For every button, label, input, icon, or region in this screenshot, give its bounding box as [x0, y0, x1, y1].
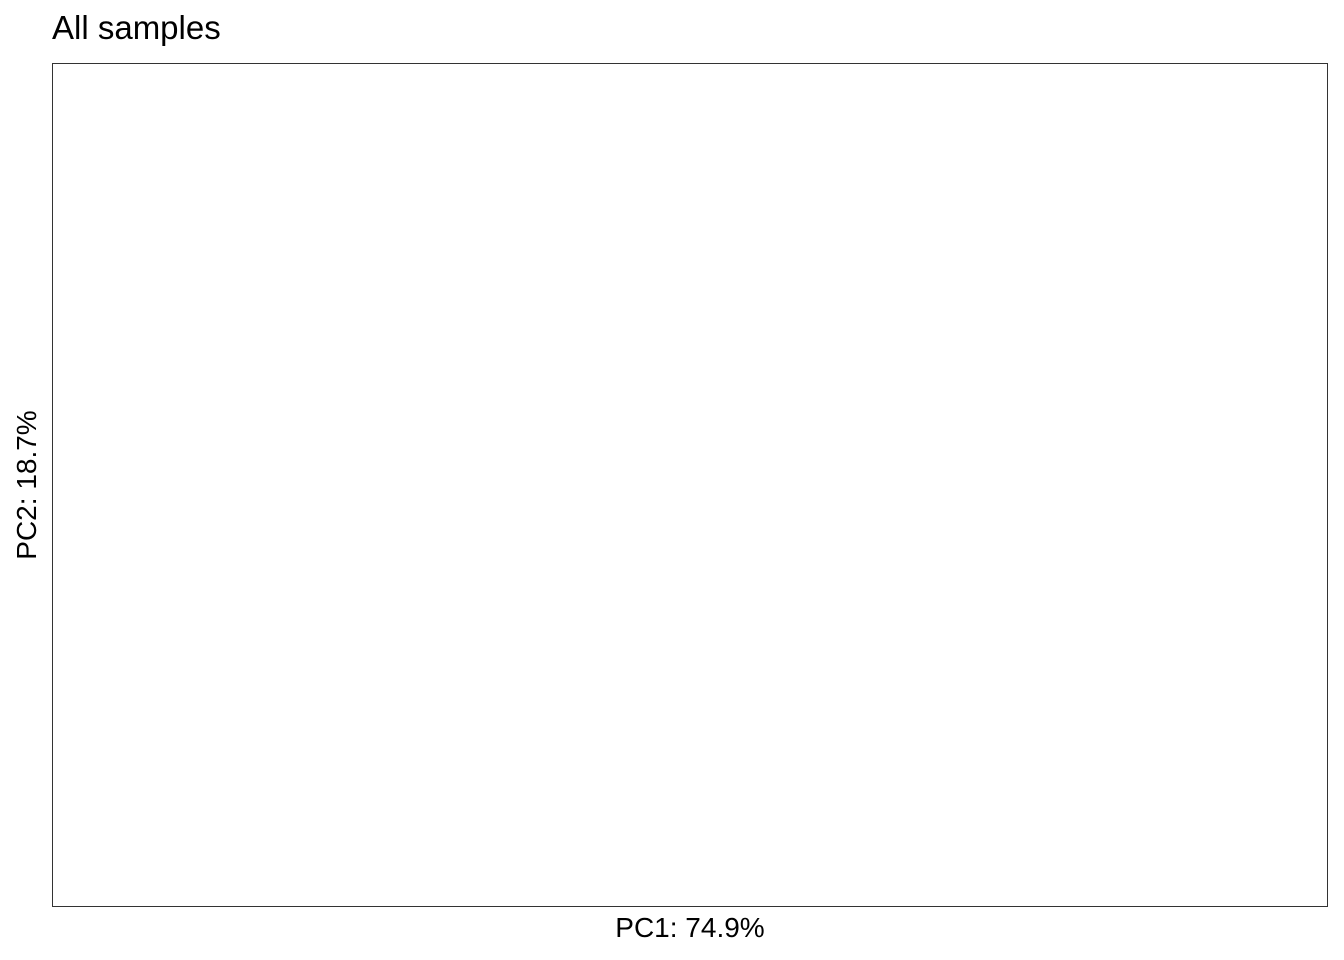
x-axis-label: PC1: 74.9% [615, 912, 765, 943]
plot-panel [52, 63, 1328, 907]
y-axis-label: PC2: 18.7% [11, 410, 42, 560]
chart-title: All samples [52, 9, 221, 46]
plot-area [53, 64, 1327, 906]
